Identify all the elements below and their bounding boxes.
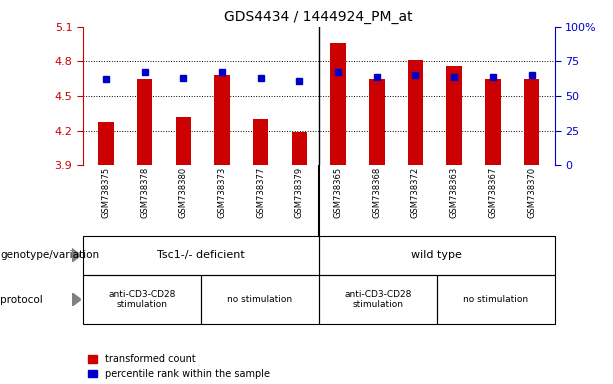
- Legend: transformed count, percentile rank within the sample: transformed count, percentile rank withi…: [88, 354, 270, 379]
- Polygon shape: [72, 248, 81, 262]
- Text: anti-CD3-CD28
stimulation: anti-CD3-CD28 stimulation: [344, 290, 411, 309]
- Polygon shape: [72, 293, 81, 306]
- Bar: [485, 79, 501, 165]
- Text: no stimulation: no stimulation: [227, 295, 292, 304]
- Bar: [215, 75, 230, 165]
- Text: no stimulation: no stimulation: [463, 295, 528, 304]
- Text: anti-CD3-CD28
stimulation: anti-CD3-CD28 stimulation: [108, 290, 175, 309]
- Bar: [330, 43, 346, 165]
- Bar: [292, 132, 307, 165]
- Bar: [253, 119, 268, 165]
- Bar: [137, 79, 153, 165]
- Text: Tsc1-/- deficient: Tsc1-/- deficient: [157, 250, 245, 260]
- Title: GDS4434 / 1444924_PM_at: GDS4434 / 1444924_PM_at: [224, 10, 413, 25]
- Bar: [175, 117, 191, 165]
- Bar: [446, 66, 462, 165]
- Text: protocol: protocol: [0, 295, 43, 305]
- Bar: [98, 122, 113, 165]
- Bar: [408, 60, 423, 165]
- Text: wild type: wild type: [411, 250, 462, 260]
- Text: genotype/variation: genotype/variation: [0, 250, 99, 260]
- Bar: [524, 79, 539, 165]
- Bar: [369, 79, 384, 165]
